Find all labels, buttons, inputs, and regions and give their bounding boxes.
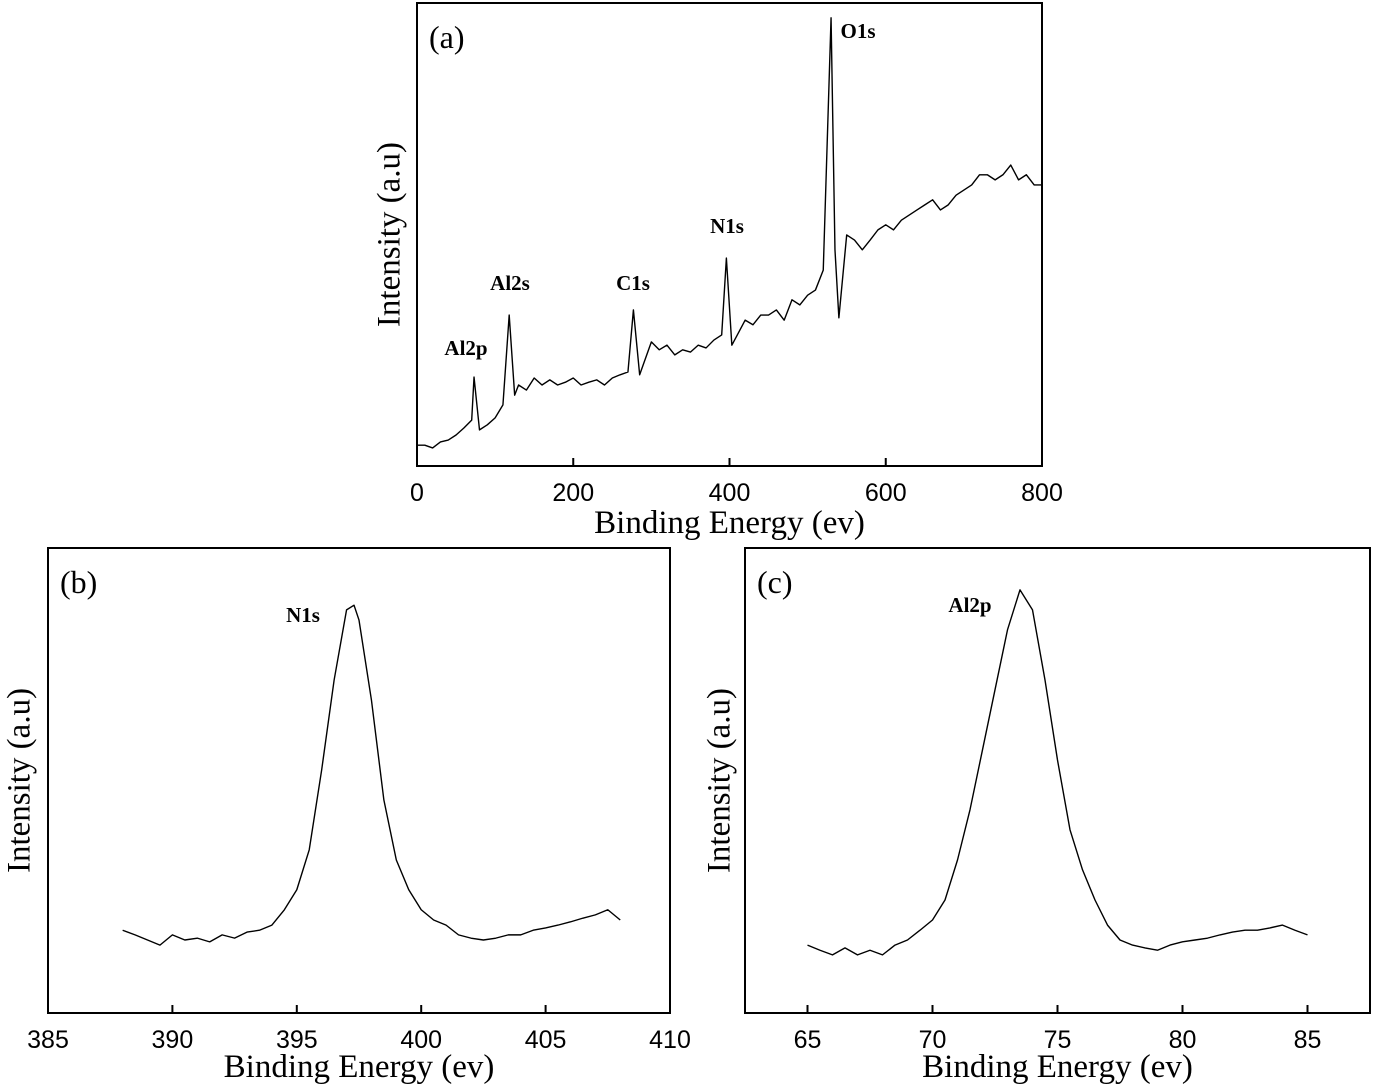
x-tick-label: 85: [1294, 1026, 1322, 1054]
peak-label: O1s: [840, 19, 875, 43]
plot-frame: [47, 547, 671, 1014]
panel-label: (a): [429, 19, 465, 55]
spectrum-line: [807, 589, 1308, 956]
x-tick-label: 70: [919, 1026, 947, 1054]
x-axis-title: Binding Energy (ev): [922, 1049, 1193, 1085]
peak-label: Al2p: [948, 593, 991, 617]
x-tick-label: 385: [27, 1026, 69, 1054]
peak-label: Al2p: [444, 336, 487, 360]
x-tick-label: 395: [276, 1026, 318, 1054]
peak-label: N1s: [286, 603, 320, 627]
y-axis-title: Intensity (a.u): [2, 688, 38, 873]
x-tick-label: 75: [1044, 1026, 1072, 1054]
x-tick-label: 0: [410, 479, 424, 507]
panel-label: (c): [757, 564, 793, 600]
spectrum-line: [122, 604, 621, 946]
x-tick-label: 405: [525, 1026, 567, 1054]
x-tick-label: 600: [865, 479, 907, 507]
x-tick-label: 390: [152, 1026, 194, 1054]
x-tick-label: 80: [1169, 1026, 1197, 1054]
y-axis-title: Intensity (a.u): [702, 688, 738, 873]
peak-label: Al2s: [490, 271, 530, 295]
x-tick-label: 410: [649, 1026, 691, 1054]
plot-frame: [744, 547, 1371, 1014]
x-tick-label: 800: [1021, 479, 1063, 507]
x-tick-label: 65: [794, 1026, 822, 1054]
x-tick-label: 200: [552, 479, 594, 507]
y-axis-title: Intensity (a.u): [372, 142, 408, 327]
panel-label: (b): [60, 564, 97, 600]
peak-label: N1s: [710, 214, 744, 238]
peak-label: C1s: [616, 271, 650, 295]
x-axis-title: Binding Energy (ev): [224, 1049, 495, 1085]
x-tick-label: 400: [400, 1026, 442, 1054]
x-tick-label: 400: [709, 479, 751, 507]
spectrum-line: [417, 17, 1042, 449]
x-axis-title: Binding Energy (ev): [594, 505, 865, 541]
